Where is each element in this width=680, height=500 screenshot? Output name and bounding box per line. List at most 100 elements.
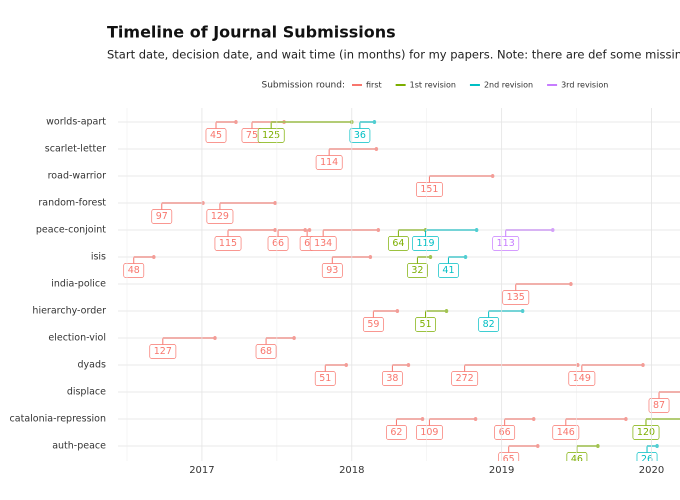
y-tick-label: displace <box>67 387 106 398</box>
wait-label: 82 <box>478 317 500 332</box>
wait-label-text: 62 <box>390 427 402 438</box>
wait-label-text: 93 <box>326 265 338 276</box>
wait-label: 113 <box>492 236 520 251</box>
wait-label-box <box>349 128 371 143</box>
wait-label: 114 <box>315 155 343 170</box>
y-tick-label: auth-peace <box>52 441 106 452</box>
wait-label-box <box>494 425 516 440</box>
wait-label-box <box>257 128 285 143</box>
y-tick-label: dyads <box>78 360 107 371</box>
wait-label-box <box>123 263 145 278</box>
wait-label-text: 38 <box>386 373 398 384</box>
wait-label-text: 114 <box>320 157 338 168</box>
wait-label: 38 <box>382 371 403 386</box>
wait-label-text: 82 <box>483 319 495 330</box>
wait-label-box <box>502 290 530 305</box>
wait-label-text: 66 <box>499 427 511 438</box>
wait-label-text: 129 <box>211 211 229 222</box>
wait-label: 66 <box>267 236 289 251</box>
legend-label: first <box>366 81 382 90</box>
wait-label: 272 <box>451 371 479 386</box>
wait-label-text: 109 <box>420 427 438 438</box>
wait-label-box <box>149 344 177 359</box>
wait-label: 125 <box>257 128 285 143</box>
wait-label-box <box>632 425 660 440</box>
wait-label-box <box>552 425 580 440</box>
wait-label-text: 119 <box>416 238 434 249</box>
wait-label-text: 66 <box>272 238 284 249</box>
wait-label-box <box>412 236 439 251</box>
wait-label-box <box>314 371 336 386</box>
chart-title: Timeline of Journal Submissions <box>107 23 396 42</box>
wait-label: 51 <box>415 317 436 332</box>
x-tick-label: 2020 <box>639 465 664 476</box>
wait-label-text: 272 <box>456 373 474 384</box>
wait-label: 26 <box>636 452 658 465</box>
wait-label-text: 59 <box>367 319 379 330</box>
y-tick-label: worlds-apart <box>46 117 106 128</box>
wait-label: 87 <box>648 398 670 413</box>
wait-label-text: 51 <box>319 373 331 384</box>
wait-label: 151 <box>416 182 443 197</box>
wait-label-box <box>416 182 443 197</box>
wait-label: 115 <box>214 236 242 251</box>
wait-label: 66 <box>494 425 516 440</box>
y-tick-label: scarlet-letter <box>45 144 106 155</box>
wait-label: 32 <box>407 263 428 278</box>
wait-label-text: 135 <box>507 292 525 303</box>
wait-label-text: 64 <box>392 238 404 249</box>
wait-label-text: 32 <box>411 265 423 276</box>
wait-label-text: 41 <box>442 265 454 276</box>
wait-label-text: 125 <box>262 130 280 141</box>
wait-label-text: 146 <box>557 427 575 438</box>
wait-label: 120 <box>632 425 660 440</box>
wait-label-box <box>438 263 459 278</box>
y-tick-label: peace-conjoint <box>36 225 106 236</box>
wait-label: 135 <box>502 290 530 305</box>
wait-label-box <box>205 128 227 143</box>
wait-label-text: 75 <box>246 130 258 141</box>
wait-label-box <box>568 371 596 386</box>
legend-title: Submission round: <box>261 81 345 91</box>
wait-label: 36 <box>349 128 371 143</box>
y-tick-label: isis <box>91 252 106 263</box>
wait-label: 149 <box>568 371 596 386</box>
wait-label: 65 <box>498 452 520 465</box>
wait-label-box <box>255 344 277 359</box>
wait-label-box <box>386 425 407 440</box>
wait-label-box <box>309 236 337 251</box>
wait-label-box <box>492 236 520 251</box>
wait-label-box <box>451 371 479 386</box>
x-tick-label: 2019 <box>489 465 514 476</box>
wait-label: 41 <box>438 263 459 278</box>
wait-label-text: 65 <box>503 454 515 465</box>
wait-label-text: 134 <box>314 238 332 249</box>
wait-label-text: 87 <box>653 400 665 411</box>
wait-label-text: 115 <box>219 238 237 249</box>
wait-label: 109 <box>416 425 443 440</box>
wait-label-box <box>267 236 289 251</box>
wait-label-text: 51 <box>419 319 431 330</box>
legend-label: 2nd revision <box>484 81 533 90</box>
wait-label: 146 <box>552 425 580 440</box>
wait-label-text: 48 <box>128 265 140 276</box>
wait-label-box <box>206 209 234 224</box>
y-tick-label: catalonia-repression <box>10 414 106 425</box>
wait-label-text: 6 <box>304 238 310 249</box>
wait-label-text: 26 <box>641 454 653 465</box>
wait-label-text: 151 <box>420 184 438 195</box>
legend-label: 3rd revision <box>561 81 608 90</box>
wait-label: 127 <box>149 344 177 359</box>
x-tick-label: 2018 <box>339 465 364 476</box>
wait-label-text: 149 <box>573 373 591 384</box>
y-tick-label: india-police <box>51 279 106 290</box>
wait-label-box <box>382 371 403 386</box>
wait-label-box <box>415 317 436 332</box>
wait-label: 51 <box>314 371 336 386</box>
legend-label: 1st revision <box>410 81 456 90</box>
wait-label: 93 <box>321 263 343 278</box>
y-tick-label: election-viol <box>48 333 106 344</box>
wait-label-box <box>321 263 343 278</box>
wait-label-box <box>214 236 242 251</box>
wait-label: 134 <box>309 236 337 251</box>
